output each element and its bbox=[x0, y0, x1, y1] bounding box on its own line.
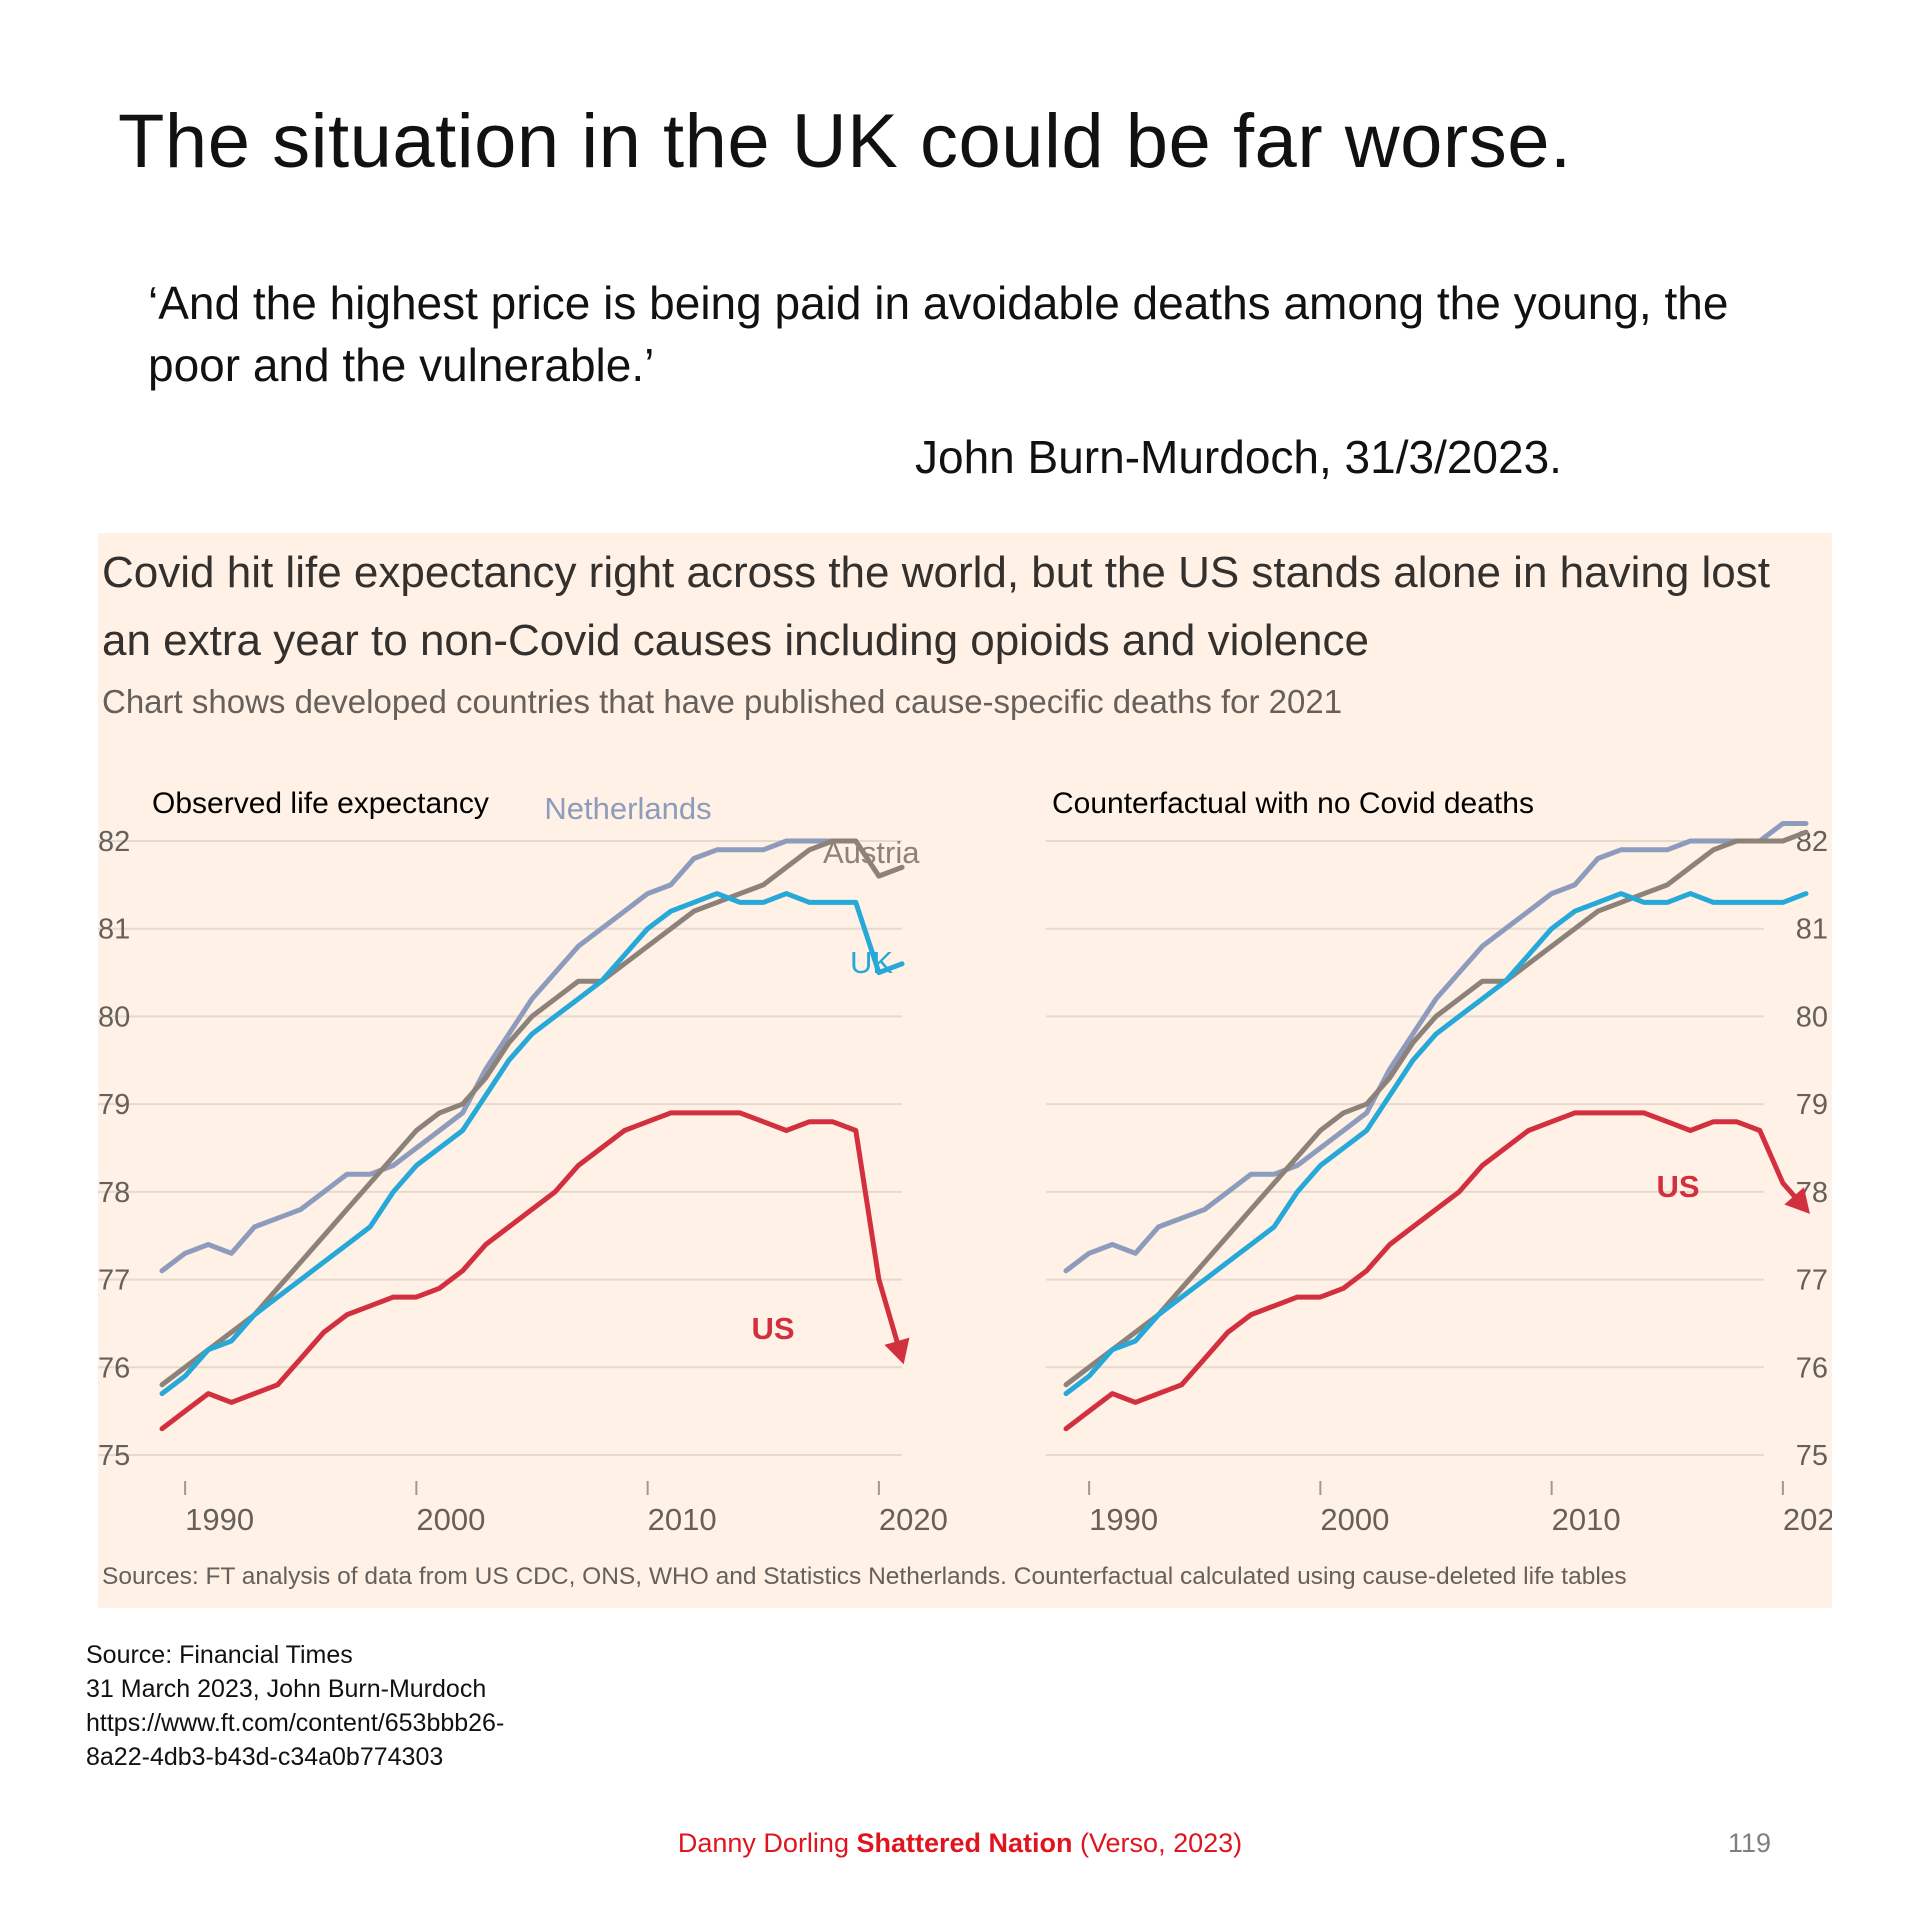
y-tick-label: 77 bbox=[1796, 1265, 1828, 1297]
x-tick-label: 1990 bbox=[1089, 1502, 1158, 1537]
x-tick-label: 2020 bbox=[879, 1502, 948, 1537]
series-label-uk: UK bbox=[850, 945, 893, 980]
y-tick-label: 76 bbox=[1796, 1352, 1828, 1384]
chart-source-note: Sources: FT analysis of data from US CDC… bbox=[102, 1563, 1627, 1590]
x-tick-label: 2010 bbox=[648, 1502, 717, 1537]
panel-title: Counterfactual with no Covid deaths bbox=[1052, 787, 1534, 820]
y-tick-label: 76 bbox=[98, 1352, 130, 1384]
chart-subtitle: Chart shows developed countries that hav… bbox=[102, 683, 1343, 720]
reference-line: Source: Financial Times bbox=[86, 1641, 353, 1669]
reference-block: Source: Financial Times 31 March 2023, J… bbox=[86, 1638, 504, 1774]
quote-text: ‘And the highest price is being paid in … bbox=[148, 277, 1729, 391]
x-tick-label: 2020 bbox=[1783, 1502, 1832, 1537]
y-tick-label: 79 bbox=[98, 1089, 130, 1121]
chart-headline: Covid hit life expectancy right across t… bbox=[102, 548, 1771, 665]
ft-chart-panel: Covid hit life expectancy right across t… bbox=[98, 533, 1832, 1608]
series-line-uk bbox=[159, 891, 905, 1397]
y-tick-label: 77 bbox=[98, 1265, 130, 1297]
x-tick-label: 2010 bbox=[1552, 1502, 1621, 1537]
y-tick-label: 82 bbox=[1796, 826, 1828, 858]
series-label-netherlands: Netherlands bbox=[544, 791, 711, 826]
us-arrow-head bbox=[1784, 1187, 1810, 1214]
series-line-us bbox=[1063, 1110, 1809, 1432]
chart-2: Counterfactual with no Covid deaths 75 76 7… bbox=[1046, 787, 1832, 1537]
y-tick-label: 81 bbox=[1796, 914, 1828, 946]
series-line-uk bbox=[1063, 891, 1809, 1397]
series-line-us bbox=[159, 1110, 905, 1432]
reference-url: 8a22-4db3-b43d-c34a0b774303 bbox=[86, 1743, 444, 1771]
reference-url: https://www.ft.com/content/653bbb26- bbox=[86, 1709, 505, 1737]
footer-publisher: (Verso, 2023) bbox=[1080, 1828, 1243, 1858]
series-line-austria bbox=[159, 838, 905, 1388]
series-line-austria bbox=[1063, 829, 1809, 1388]
series-label-us: US bbox=[1656, 1169, 1699, 1204]
panel-title: Observed life expectancy bbox=[152, 787, 489, 820]
y-tick-label: 80 bbox=[1796, 1001, 1828, 1033]
series-label-austria: Austria bbox=[823, 835, 920, 870]
y-tick-label: 75 bbox=[1796, 1440, 1828, 1472]
y-tick-label: 75 bbox=[98, 1440, 130, 1472]
y-tick-label: 82 bbox=[98, 826, 130, 858]
x-tick-label: 2000 bbox=[416, 1502, 485, 1537]
us-arrow-head bbox=[884, 1337, 910, 1365]
x-tick-label: 2000 bbox=[1320, 1502, 1389, 1537]
chart-1: Observed life expectancy 75 76 77 78 79 80 81 82… bbox=[98, 787, 948, 1537]
series-label-us: US bbox=[751, 1311, 794, 1346]
slide-title: The situation in the UK could be far wor… bbox=[118, 99, 1572, 184]
reference-line: 31 March 2023, John Burn-Murdoch bbox=[86, 1675, 487, 1703]
quote-attribution: John Burn-Murdoch, 31/3/2023. bbox=[915, 431, 1562, 483]
series-line-netherlands bbox=[159, 838, 905, 1274]
y-tick-label: 81 bbox=[98, 914, 130, 946]
y-tick-label: 80 bbox=[98, 1001, 130, 1033]
y-tick-label: 78 bbox=[98, 1177, 130, 1209]
y-tick-label: 79 bbox=[1796, 1089, 1828, 1121]
page-number: 119 bbox=[1728, 1828, 1772, 1858]
x-tick-label: 1990 bbox=[185, 1502, 254, 1537]
footer-book-title: Shattered Nation bbox=[856, 1828, 1073, 1858]
line-charts: Observed life expectancy 75 76 77 78 79 80 81 82… bbox=[98, 787, 1832, 1537]
series-line-netherlands bbox=[1063, 821, 1809, 1274]
footer-citation: Danny Dorling Shattered Nation (Verso, 2… bbox=[0, 1828, 1920, 1859]
footer-author: Danny Dorling bbox=[677, 1828, 849, 1858]
